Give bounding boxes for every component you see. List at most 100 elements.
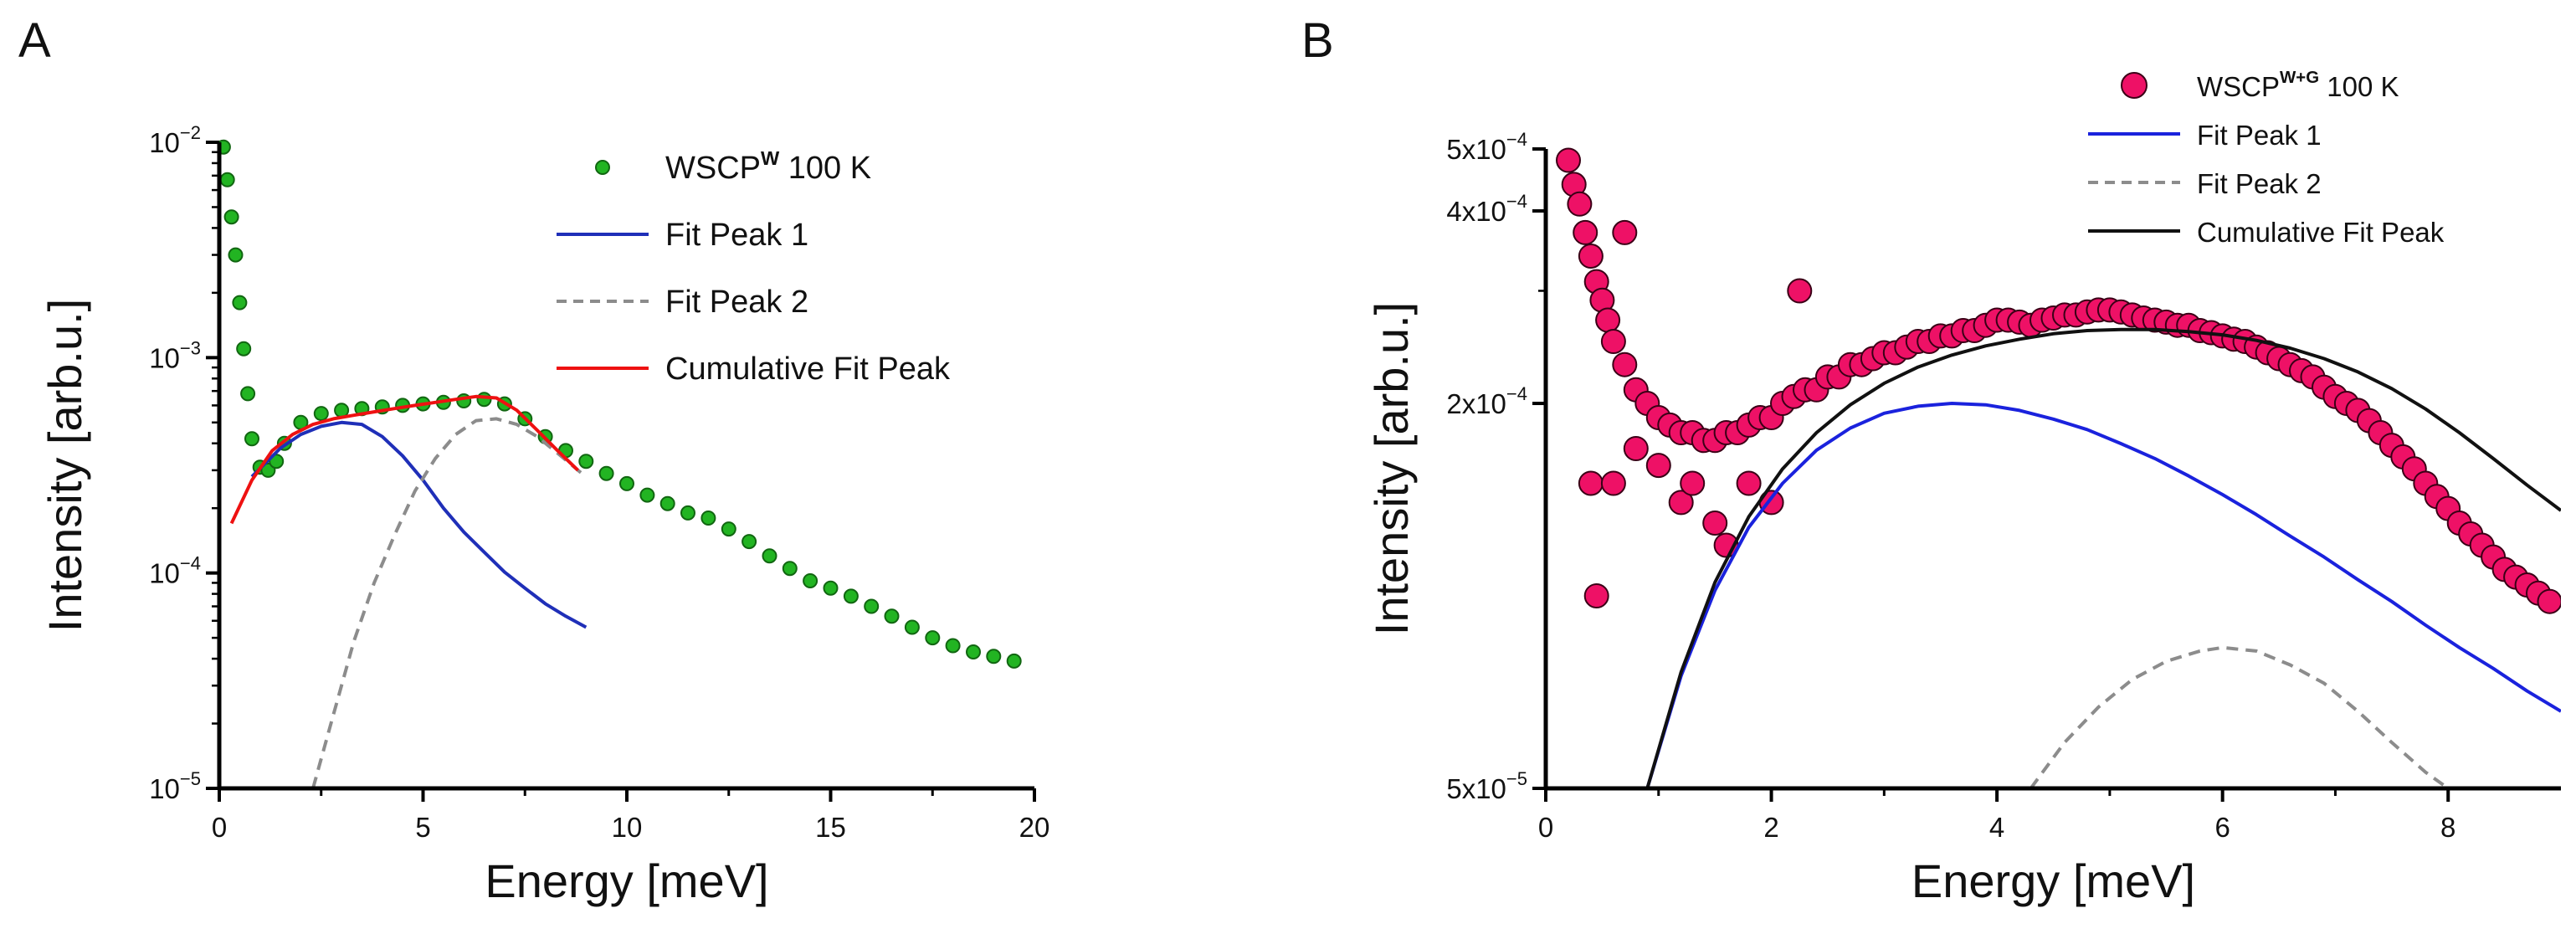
data-point [228,247,244,263]
data-point [619,475,634,491]
data-point [1583,583,1609,608]
y-tick-exp-value: −5 [1506,768,1527,789]
legend-label: Fit Peak 2 [665,285,808,320]
data-point [240,386,256,402]
y-tick-base: 5x10 [1446,773,1506,804]
data-point [986,649,1002,664]
data-point [219,172,235,187]
data-point [803,573,818,588]
x-tick-label: 8 [2440,812,2455,843]
x-axis-label: Energy [meV] [485,854,768,907]
y-tick-label: 2x10−4 [1446,383,1527,419]
legend-label-sup: W [761,147,780,169]
y-tick-exp-value: −4 [1506,383,1527,404]
data-point [945,638,961,654]
series-line-fit-peak-2 [2029,645,2450,790]
data-point [223,209,239,225]
data-point [1612,219,1638,245]
y-tick-label: 5x10−4 [1446,129,1527,165]
x-tick-label: 4 [1989,812,2004,843]
x-tick-label: 15 [815,812,846,843]
data-point [925,630,941,646]
data-point [1600,329,1626,354]
legend-label: Fit Peak 1 [2197,120,2322,151]
data-point [639,487,655,503]
data-point [1600,470,1626,496]
y-tick-exp: −4 [1506,191,1527,212]
data-point [1668,490,1694,516]
y-tick-label: 5x10−5 [1446,768,1527,804]
x-tick-label: 0 [212,812,227,843]
y-tick-exp: −2 [180,122,201,143]
legend-label-suffix: 100 K [2319,71,2399,102]
plot-area [1556,147,2561,790]
legend-label-text: Cumulative Fit Peak [665,351,951,387]
data-point [823,580,839,596]
legend-label: Fit Peak 1 [665,218,808,253]
data-point [700,511,716,526]
y-tick-label: 10−2 [149,122,201,158]
data-point [1006,653,1022,669]
y-tick-base: 4x10 [1446,196,1506,227]
data-point [244,431,259,447]
y-tick-exp-value: −4 [1506,191,1527,212]
data-point [2537,588,2561,614]
x-tick-label: 20 [1019,812,1050,843]
x-axis-label: Energy [meV] [1911,854,2195,907]
y-tick-label: 10−4 [149,553,201,589]
data-point [680,505,695,521]
y-tick-label: 10−3 [149,337,201,373]
panel-label-b: B [1301,13,1334,68]
y-tick-label: 10−5 [149,768,201,804]
y-axis-label: Intensity [arb.u.] [1365,302,1418,635]
legend-label: Cumulative Fit Peak [665,351,951,387]
data-point [476,392,492,408]
series-line-fit-peak-2 [311,417,588,789]
data-point [659,495,675,511]
data-point [1623,436,1649,461]
data-point [313,406,329,422]
y-tick-base: 10 [149,342,180,373]
data-point [864,598,880,614]
data-point [232,295,248,310]
legend-label-text: WSCP [2197,71,2280,102]
y-tick-exp: −4 [1506,129,1527,150]
legend-label-suffix: 100 K [779,151,871,186]
data-point [721,521,736,537]
data-point [1578,470,1604,496]
plot-area [219,139,1022,789]
data-point [219,139,231,155]
legend-label: WSCPW 100 K [665,147,871,186]
y-tick-exp-value: −3 [180,337,201,358]
x-tick-label: 5 [415,812,430,843]
x-tick-label: 2 [1763,812,1778,843]
y-tick-exp-value: −4 [1506,129,1527,150]
data-point [884,608,900,624]
data-point [1567,191,1593,217]
x-tick-label: 0 [1538,812,1553,843]
y-tick-exp: −5 [180,768,201,789]
x-tick-label: 6 [2214,812,2230,843]
y-tick-exp: −4 [1506,383,1527,404]
data-point [236,341,252,357]
data-point [598,465,614,481]
y-tick-exp: −5 [1506,768,1527,789]
series-line-cumulative-fit-peak [229,394,579,525]
y-tick-exp: −3 [180,337,201,358]
legend-marker [2121,72,2148,99]
series-line-cumulative-fit-peak [1645,327,2561,789]
y-tick-base: 10 [149,773,180,804]
data-point [741,534,757,550]
legend-label-text: Fit Peak 1 [665,218,808,253]
y-axis-label: Intensity [arb.u.] [38,299,91,632]
legend-label-text: WSCP [665,151,761,186]
data-point [1612,351,1638,377]
y-tick-exp-value: −2 [180,122,201,143]
legend-label-text: Fit Peak 1 [2197,120,2322,151]
data-point [1595,307,1621,333]
data-point [1573,219,1598,245]
data-point [1787,278,1813,304]
x-tick-label: 10 [612,812,643,843]
